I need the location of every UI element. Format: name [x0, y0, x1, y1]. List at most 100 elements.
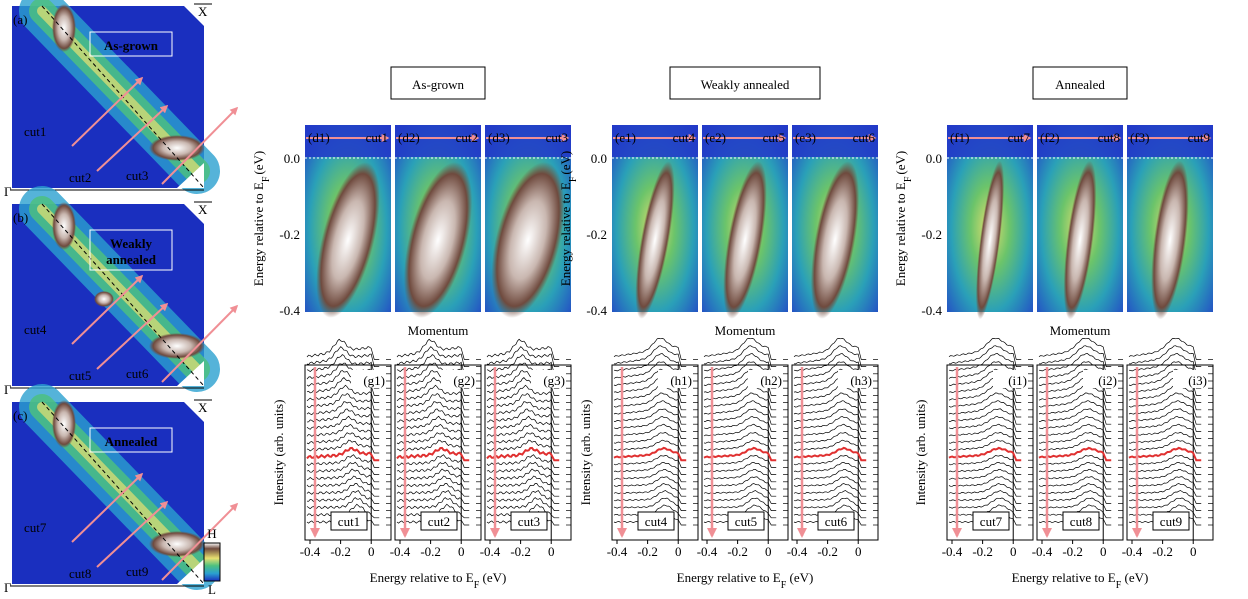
- edc-curve: [1038, 361, 1112, 382]
- spectrum-top: [702, 125, 788, 157]
- edc-curve: [486, 354, 560, 375]
- edc-curve: [793, 345, 867, 367]
- x-axis-label: Energy relative to EF (eV): [1012, 570, 1149, 591]
- y-tick-label: -0.2: [921, 227, 942, 242]
- edc-curve: [1128, 497, 1202, 511]
- x-tick-label: 0: [1190, 544, 1197, 559]
- edc-curve: [396, 408, 470, 425]
- x-tick-label: -0.2: [1062, 544, 1083, 559]
- edc-curve: [948, 353, 1022, 375]
- edc-curve-highlight: [306, 446, 380, 462]
- edc-curve: [396, 432, 470, 447]
- edc-curve: [703, 353, 777, 375]
- edc-curve: [1128, 408, 1202, 425]
- edc-curve: [948, 345, 1022, 367]
- y-label-main: Energy relative to E: [558, 182, 573, 286]
- map-hotspot: [52, 4, 76, 52]
- map-x: X: [198, 202, 208, 217]
- edc-curve: [306, 362, 380, 382]
- edc-curve: [1038, 384, 1112, 403]
- x-tick-label: 0: [458, 544, 465, 559]
- panel-label: (i2): [1098, 373, 1117, 388]
- panel-label: (f2): [1040, 130, 1060, 145]
- edc-curve: [1038, 468, 1112, 483]
- edc-curve: [703, 490, 777, 504]
- y-tick-label: 0.0: [284, 151, 300, 166]
- edc-curve: [1128, 439, 1202, 454]
- label-bg: [441, 370, 473, 388]
- edc-curve: [948, 361, 1022, 382]
- map-title: As-grown: [104, 38, 159, 53]
- spectrum-top: [1127, 125, 1213, 157]
- edc-curve: [396, 393, 470, 411]
- edc-curve: [486, 346, 560, 367]
- dispersion-band: [316, 162, 380, 318]
- cut-label: cut9: [1188, 130, 1210, 145]
- edc-curve: [396, 354, 470, 375]
- edc-curve: [1128, 361, 1202, 382]
- edc-curve: [948, 400, 1022, 418]
- group-title-box: [390, 66, 486, 100]
- map-title-box: [89, 427, 173, 453]
- edc-curve-highlight: [396, 446, 470, 462]
- edc-curve: [703, 400, 777, 418]
- map-x: X: [198, 4, 208, 19]
- edc-curve: [306, 497, 380, 511]
- map-hotspot: [52, 202, 76, 250]
- group-title: Annealed: [1055, 77, 1105, 92]
- edc-curve: [396, 454, 470, 468]
- y-label-main: Energy relative to E: [893, 182, 908, 286]
- edc-curve: [703, 384, 777, 403]
- edc-curve: [703, 461, 777, 475]
- cut-label: cut1: [338, 514, 360, 529]
- edc-curve: [1128, 454, 1202, 468]
- cut-arrow: [96, 104, 169, 172]
- edc-curve: [306, 408, 380, 425]
- map-corner: [184, 6, 204, 26]
- edc-curve: [396, 468, 470, 483]
- edc-curve: [793, 461, 867, 475]
- y-label-unit: (eV): [558, 151, 573, 175]
- edc-curve: [396, 401, 470, 418]
- edc-curve: [306, 461, 380, 475]
- dispersion-band: [810, 161, 860, 319]
- edc-curve-highlight: [1038, 446, 1112, 462]
- map-gamma: Γ: [4, 580, 12, 595]
- x-tick-label: -0.4: [942, 544, 963, 559]
- edc-curve: [793, 469, 867, 483]
- cut-label: cut5: [763, 130, 785, 145]
- edc-curve: [306, 475, 380, 490]
- label-bg: [351, 370, 383, 388]
- edc-curve: [793, 361, 867, 382]
- edc-curve: [396, 482, 470, 497]
- cut-arrow: [96, 500, 169, 568]
- x-tick-label: 0: [548, 544, 555, 559]
- edc-curve: [1038, 476, 1112, 490]
- spectrum-top: [395, 125, 481, 157]
- panel-label: (e3): [795, 130, 816, 145]
- edc-curve: [1128, 353, 1202, 375]
- edc-curve: [793, 476, 867, 490]
- edc-curve: [793, 490, 867, 504]
- cut-label: cut2: [69, 170, 91, 185]
- panel-label: (b): [13, 210, 28, 225]
- cut-label: cut4: [24, 322, 47, 337]
- edc-curve: [306, 384, 380, 403]
- dispersion-band: [491, 161, 565, 319]
- cut-label: cut3: [546, 130, 568, 145]
- map-title: Annealed: [105, 434, 159, 449]
- edc-curve: [613, 423, 687, 439]
- map-corner: [177, 163, 204, 188]
- x-tick-label: -0.2: [727, 544, 748, 559]
- x-tick-label: -0.4: [480, 544, 501, 559]
- edc-curve: [948, 468, 1022, 483]
- cut-label: cut8: [1098, 130, 1120, 145]
- edc-curve: [948, 497, 1022, 511]
- edc-curve: [948, 337, 1022, 360]
- x-tick-label: -0.4: [1122, 544, 1143, 559]
- edc-curve: [1128, 416, 1202, 432]
- cut-box: [330, 511, 368, 531]
- edc-y-label: Intensity (arb. units): [271, 400, 286, 506]
- x-label-unit: (eV): [1121, 570, 1148, 585]
- edc-curve: [486, 393, 560, 411]
